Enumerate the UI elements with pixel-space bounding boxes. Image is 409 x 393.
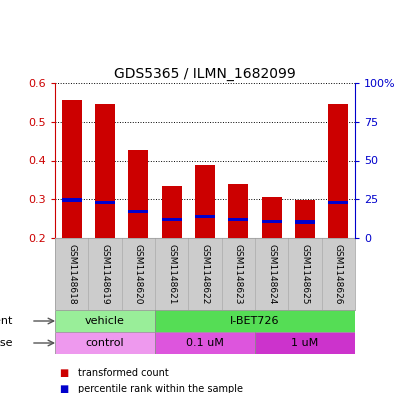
Text: GSM1148623: GSM1148623: [233, 244, 242, 304]
Text: ■: ■: [59, 368, 68, 378]
Title: GDS5365 / ILMN_1682099: GDS5365 / ILMN_1682099: [114, 66, 295, 81]
Text: percentile rank within the sample: percentile rank within the sample: [77, 384, 242, 393]
Bar: [195, 165, 214, 238]
Bar: [155, 332, 254, 354]
Text: vehicle: vehicle: [85, 316, 125, 326]
Text: ■: ■: [59, 384, 68, 393]
Bar: [228, 184, 248, 238]
Bar: [61, 198, 81, 202]
Bar: [294, 200, 314, 238]
Bar: [328, 201, 348, 204]
Bar: [261, 197, 281, 238]
Text: GSM1148620: GSM1148620: [133, 244, 142, 304]
Text: GSM1148625: GSM1148625: [300, 244, 309, 304]
Text: I-BET726: I-BET726: [230, 316, 279, 326]
Bar: [55, 310, 155, 332]
Text: GSM1148626: GSM1148626: [333, 244, 342, 304]
Text: agent: agent: [0, 316, 13, 326]
Bar: [254, 332, 354, 354]
Bar: [128, 210, 148, 213]
Bar: [261, 220, 281, 223]
Bar: [55, 332, 155, 354]
Text: GSM1148618: GSM1148618: [67, 244, 76, 305]
Text: control: control: [85, 338, 124, 348]
Bar: [155, 310, 354, 332]
Text: GSM1148621: GSM1148621: [167, 244, 176, 304]
Bar: [61, 100, 81, 238]
Bar: [328, 104, 348, 238]
Bar: [228, 218, 248, 221]
Bar: [128, 150, 148, 238]
Text: GSM1148622: GSM1148622: [200, 244, 209, 304]
Bar: [95, 103, 115, 238]
Text: transformed count: transformed count: [77, 368, 168, 378]
Bar: [195, 215, 214, 219]
Text: 1 uM: 1 uM: [291, 338, 318, 348]
Bar: [294, 220, 314, 224]
Bar: [95, 201, 115, 204]
Text: dose: dose: [0, 338, 13, 348]
Text: GSM1148619: GSM1148619: [100, 244, 109, 305]
Bar: [161, 186, 181, 238]
Bar: [161, 218, 181, 221]
Text: 0.1 uM: 0.1 uM: [186, 338, 223, 348]
Text: GSM1148624: GSM1148624: [267, 244, 276, 304]
